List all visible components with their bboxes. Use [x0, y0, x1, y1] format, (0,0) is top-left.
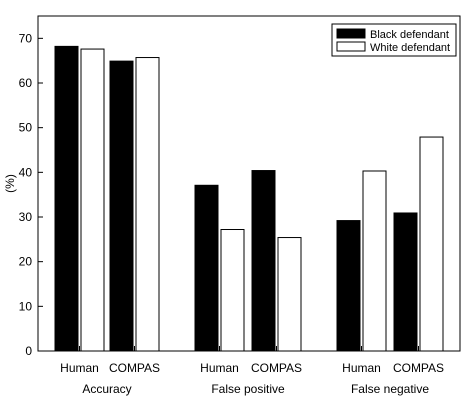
bar-black-0-1 — [109, 60, 134, 352]
bar-black-1-0 — [194, 184, 219, 352]
category-label: Human — [60, 361, 99, 375]
bar-white-0-1 — [135, 57, 160, 352]
y-tick-label: 70 — [19, 31, 33, 45]
bar-black-2-1 — [393, 212, 418, 352]
y-axis: 0 10 20 30 40 50 60 70 — [19, 15, 461, 358]
legend-label: Black defendant — [370, 29, 449, 41]
bar-white-2-1 — [419, 136, 444, 352]
bar-white-1-1 — [277, 237, 302, 352]
bar-black-0-0 — [54, 45, 79, 352]
bars-layer — [54, 45, 444, 352]
group-label: False negative — [351, 382, 429, 396]
group-label: Accuracy — [82, 382, 131, 396]
bar-white-1-0 — [220, 229, 245, 352]
category-labels: Human COMPAS Accuracy Human COMPAS False posi… — [60, 361, 444, 396]
category-label: COMPAS — [109, 361, 160, 375]
legend-label: White defendant — [370, 42, 450, 54]
bar-white-2-0 — [362, 170, 387, 352]
bar-black-2-0 — [336, 220, 361, 352]
y-axis-label: (%) — [3, 174, 17, 193]
y-tick-label: 60 — [19, 76, 33, 90]
legend-swatch — [336, 28, 366, 39]
y-tick-label: 40 — [19, 165, 33, 179]
y-tick-label: 50 — [19, 121, 33, 135]
legend-swatch — [336, 41, 366, 52]
plot-frame — [37, 15, 461, 352]
category-label: COMPAS — [393, 361, 444, 375]
group-label: False positive — [211, 382, 285, 396]
category-label: Human — [342, 361, 381, 375]
y-tick-label: 0 — [25, 344, 32, 358]
y-tick-label: 30 — [19, 210, 33, 224]
y-tick-label: 20 — [19, 255, 33, 269]
bar-black-1-1 — [251, 170, 276, 352]
category-label: Human — [200, 361, 239, 375]
y-tick-label: 10 — [19, 299, 33, 313]
category-label: COMPAS — [251, 361, 302, 375]
bar-white-0-0 — [80, 48, 105, 352]
